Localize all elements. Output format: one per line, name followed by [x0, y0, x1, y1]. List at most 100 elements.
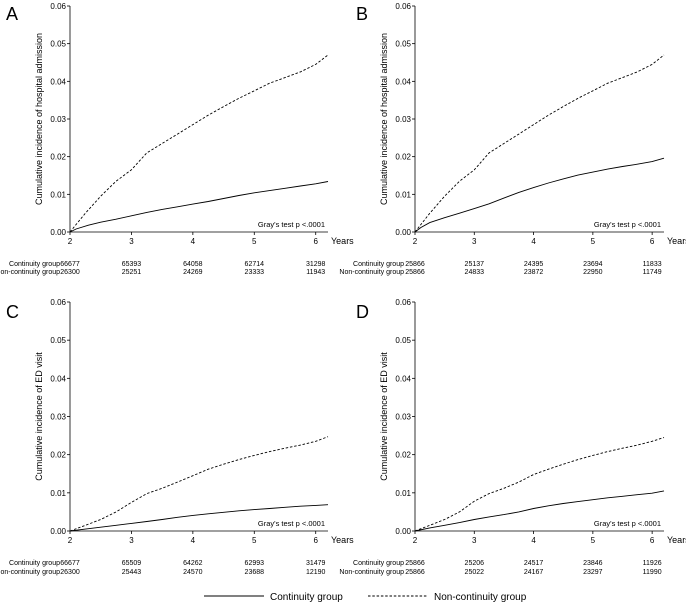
risk-count: 25866 — [405, 569, 425, 576]
y-tick-label: 0.00 — [395, 527, 411, 536]
risk-count: 26300 — [60, 269, 80, 276]
risk-count: 31479 — [306, 560, 326, 567]
risk-count: 24517 — [524, 560, 544, 567]
grays-test-annotation: Gray's test p <.0001 — [258, 220, 325, 229]
y-tick-label: 0.04 — [50, 77, 66, 86]
series-non-continuity-line — [414, 54, 665, 233]
risk-count: 22950 — [583, 269, 603, 276]
risk-table: Continuity group 66677 65393 64058 62714 3129… — [0, 261, 326, 276]
risk-count: 23688 — [245, 569, 265, 576]
x-tick-label: 4 — [531, 536, 536, 545]
x-tick-label: 2 — [68, 536, 73, 545]
x-tick-label: 5 — [591, 536, 596, 545]
y-tick-label: 0.00 — [50, 228, 66, 237]
risk-count: 62993 — [245, 560, 265, 567]
series-continuity-line — [414, 157, 665, 233]
risk-row-label: Continuity group — [353, 261, 404, 268]
x-tick-label: 3 — [129, 237, 134, 246]
x-tick-label: 4 — [191, 237, 196, 246]
series-continuity-line — [69, 504, 329, 532]
risk-count: 24833 — [465, 269, 485, 276]
risk-count: 12190 — [306, 569, 326, 576]
risk-count: 25866 — [405, 261, 425, 268]
risk-count: 25251 — [122, 269, 142, 276]
y-tick-label: 0.05 — [50, 40, 66, 49]
risk-row-label: Continuity group — [9, 261, 60, 268]
x-tick-label: 6 — [313, 237, 318, 246]
y-tick-label: 0.02 — [50, 153, 66, 162]
legend-label: Non-continuity group — [434, 592, 527, 603]
risk-row-label: Non-continuity group — [0, 269, 60, 276]
y-tick-label: 0.06 — [50, 2, 66, 11]
risk-count: 23333 — [245, 269, 265, 276]
x-axis-unit-label: Years — [331, 535, 354, 545]
panel-a: A 0.00 0.01 0.02 0.03 0.04 0.05 0.06 2 3 4 5 6 Years C… — [0, 2, 354, 276]
y-tick-label: 0.02 — [50, 451, 66, 460]
y-tick-label: 0.03 — [50, 115, 66, 124]
risk-table: Continuity group 66677 65509 64262 62993 3147… — [0, 560, 326, 576]
risk-count: 25866 — [405, 560, 425, 567]
panel-d: D 0.00 0.01 0.02 0.03 0.04 0.05 0.06 2 3 4 5 6 Years C… — [339, 298, 686, 576]
y-tick-label: 0.04 — [50, 374, 66, 383]
risk-count: 11990 — [643, 569, 662, 576]
x-tick-label: 6 — [313, 536, 318, 545]
risk-count: 23297 — [583, 569, 603, 576]
series-non-continuity-line — [414, 437, 665, 532]
x-tick-label: 3 — [472, 536, 477, 545]
y-axis-label: Cumulative incidence of hospital admissi… — [379, 33, 389, 205]
risk-table: Continuity group 25866 25137 24395 23694 1183… — [339, 261, 661, 276]
x-tick-label: 3 — [472, 237, 477, 246]
risk-count: 26300 — [60, 569, 80, 576]
y-axis-label: Cumulative incidence of hospital admissi… — [34, 33, 44, 205]
risk-row-label: Non-continuity group — [339, 269, 404, 276]
risk-table: Continuity group 25866 25206 24517 23846 1192… — [339, 560, 661, 576]
y-tick-label: 0.03 — [50, 413, 66, 422]
risk-count: 23846 — [583, 560, 603, 567]
risk-count: 24269 — [183, 269, 203, 276]
risk-count: 24570 — [183, 569, 203, 576]
risk-count: 31298 — [306, 261, 326, 268]
risk-count: 11833 — [643, 261, 662, 268]
risk-row-label: Non-continuity group — [339, 569, 404, 576]
series-continuity-line — [414, 490, 665, 532]
risk-count: 11749 — [643, 269, 662, 276]
panel-letter: A — [6, 4, 18, 24]
risk-count: 64058 — [183, 261, 203, 268]
risk-count: 65393 — [122, 261, 142, 268]
y-tick-label: 0.06 — [395, 298, 411, 307]
y-tick-label: 0.05 — [395, 40, 411, 49]
risk-count: 25866 — [405, 269, 425, 276]
risk-count: 25443 — [122, 569, 142, 576]
risk-count: 11943 — [306, 269, 325, 276]
panel-b: B 0.00 0.01 0.02 0.03 0.04 0.05 0.06 2 3 4 5 6 Years C… — [339, 2, 686, 276]
risk-count: 62714 — [245, 261, 265, 268]
grays-test-annotation: Gray's test p <.0001 — [594, 220, 661, 229]
y-tick-label: 0.04 — [395, 374, 411, 383]
grays-test-annotation: Gray's test p <.0001 — [594, 519, 661, 528]
series-non-continuity-line — [69, 436, 329, 532]
risk-row-label: Continuity group — [9, 560, 60, 567]
grays-test-annotation: Gray's test p <.0001 — [258, 519, 325, 528]
y-axis-label: Cumulative incidence of ED visit — [34, 352, 44, 481]
y-tick-label: 0.04 — [395, 77, 411, 86]
series-non-continuity-line — [69, 54, 329, 233]
x-tick-label: 4 — [531, 237, 536, 246]
y-tick-label: 0.03 — [395, 115, 411, 124]
risk-count: 64262 — [183, 560, 203, 567]
risk-count: 23872 — [524, 269, 544, 276]
risk-count: 24395 — [524, 261, 544, 268]
risk-count: 65509 — [122, 560, 142, 567]
y-tick-label: 0.06 — [395, 2, 411, 11]
risk-count: 66677 — [60, 261, 80, 268]
panel-letter: C — [6, 302, 19, 322]
y-tick-label: 0.02 — [395, 451, 411, 460]
risk-count: 66677 — [60, 560, 80, 567]
risk-row-label: Non-continuity group — [0, 569, 60, 576]
y-tick-label: 0.05 — [50, 336, 66, 345]
legend-label: Continuity group — [270, 592, 343, 603]
risk-count: 11926 — [643, 560, 662, 567]
risk-count: 25206 — [465, 560, 485, 567]
panel-letter: D — [356, 302, 369, 322]
risk-count: 25022 — [465, 569, 485, 576]
